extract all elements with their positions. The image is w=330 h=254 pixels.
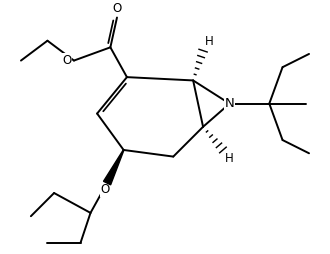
Text: H: H bbox=[225, 152, 234, 165]
Polygon shape bbox=[104, 150, 124, 185]
Text: N: N bbox=[225, 97, 234, 110]
Text: O: O bbox=[113, 2, 122, 15]
Text: O: O bbox=[101, 183, 110, 196]
Text: O: O bbox=[62, 54, 71, 67]
Text: H: H bbox=[205, 35, 214, 48]
